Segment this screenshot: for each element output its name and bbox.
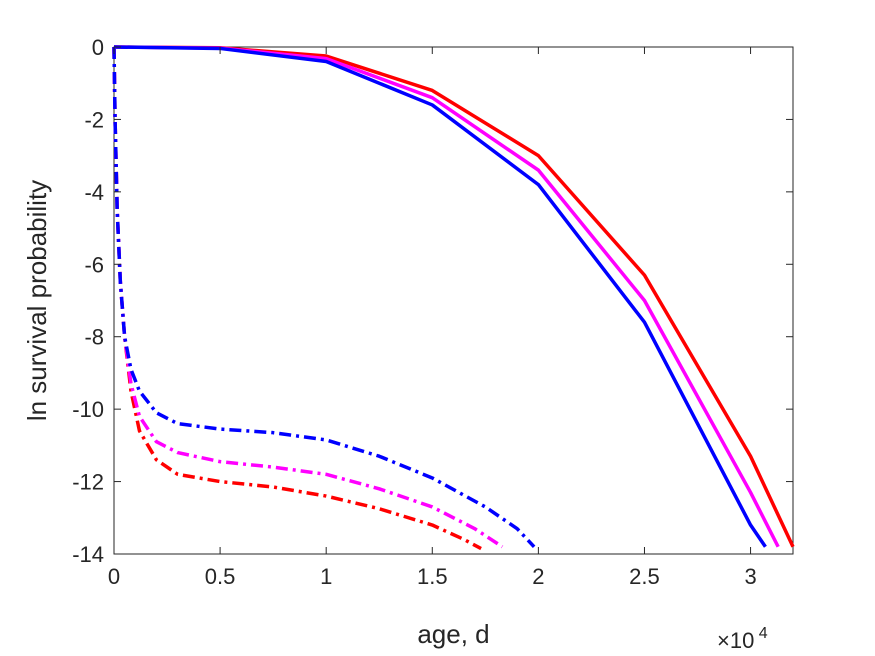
y-tick-label: -10	[72, 397, 104, 422]
x-exponent-power: 4	[759, 625, 768, 642]
series-line-6	[112, 46, 536, 548]
x-axis-exponent: ×10 4	[717, 625, 768, 653]
x-tick-label: 3	[744, 564, 756, 589]
x-tick-label: 2.5	[629, 564, 660, 589]
x-tick-label: 0	[108, 564, 120, 589]
axes-box	[113, 46, 794, 555]
y-tick-label: -4	[84, 180, 104, 205]
y-tick-label: -2	[84, 107, 104, 132]
y-tick-label: -6	[84, 252, 104, 277]
x-axis-label: age, d	[417, 619, 489, 649]
y-tick-label: -14	[72, 542, 104, 567]
x-tick-label: 1.5	[417, 564, 448, 589]
plot-area	[113, 46, 794, 555]
y-axis-label: ln survival probability	[22, 180, 52, 421]
x-tick-label: 0.5	[205, 564, 236, 589]
series-layer	[112, 45, 795, 551]
x-tick-label: 1	[320, 564, 332, 589]
series-line-4	[112, 46, 482, 551]
labels-layer: age, d ln survival probability ×10 4	[22, 180, 768, 653]
series-line-5	[112, 46, 504, 549]
ticks-layer: 0 0.5 1 1.5 2 2.5 3 0 -2 -4 -6 -8 -10 -12 -14	[72, 35, 793, 589]
y-tick-label: -8	[84, 325, 104, 350]
y-tick-label: -12	[72, 470, 104, 495]
x-tick-label: 2	[532, 564, 544, 589]
y-tick-label: 0	[92, 35, 104, 60]
x-exponent-base: ×10	[717, 628, 754, 653]
series-line-3	[113, 45, 767, 548]
